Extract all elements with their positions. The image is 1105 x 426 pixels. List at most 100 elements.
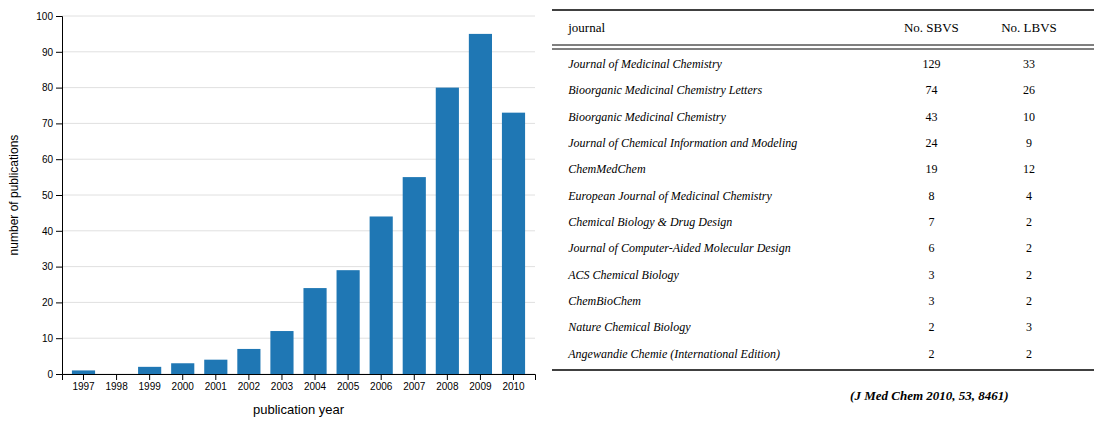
tick-mark: [56, 16, 62, 17]
tick-mark: [182, 374, 183, 380]
bar: [337, 270, 360, 374]
cell-value: 2: [1026, 215, 1032, 229]
tick: 2008: [436, 374, 459, 392]
bar: [105, 374, 128, 375]
tick-mark: [56, 123, 62, 124]
cell-value: 2: [1026, 347, 1032, 361]
tick: 2002: [238, 374, 261, 392]
tick: 1999: [139, 374, 162, 392]
tick-label: 1998: [105, 381, 128, 392]
grid-line: [62, 16, 535, 17]
tick-label: 2007: [403, 381, 426, 392]
cell-value: 7: [928, 215, 934, 229]
cell-value: 43: [925, 110, 937, 124]
tick-label: 1999: [139, 381, 162, 392]
tick-label: 60: [42, 154, 54, 165]
tick-label: 80: [42, 82, 54, 93]
tick-label: 70: [42, 118, 54, 129]
tick: 80: [42, 82, 62, 93]
cell-value: 2: [928, 320, 934, 334]
tick-mark: [281, 374, 282, 380]
bar-chart: 0 10 20 30 40 50 60 70 80 90 100 1997 1998 1999 2000 20…: [7, 11, 536, 417]
tick: 70: [42, 118, 62, 129]
row-label: ChemMedChem: [568, 162, 646, 176]
table-rule: [552, 49, 1094, 50]
y-axis: 0 10 20 30 40 50 60 70 80 90 100: [36, 11, 62, 380]
cell-value: 4: [1026, 189, 1032, 203]
tick-mark: [56, 338, 62, 339]
cell-value: 2: [928, 347, 934, 361]
tick: 2001: [205, 374, 228, 392]
grid-line: [62, 159, 535, 160]
cell-value: 9: [1026, 136, 1032, 150]
bar: [237, 349, 260, 374]
tick-mark: [149, 374, 150, 380]
tick-mark: [56, 52, 62, 53]
tick-mark: [56, 88, 62, 89]
bar: [72, 370, 95, 374]
tick-mark: [447, 374, 448, 380]
cell-value: 129: [922, 57, 940, 71]
cell-value: 3: [928, 268, 934, 282]
tick: 2010: [502, 374, 525, 392]
tick: 2000: [172, 374, 195, 392]
tick-mark: [56, 267, 62, 268]
cell-value: 12: [1023, 162, 1035, 176]
tick-label: 100: [36, 11, 53, 22]
row-label: ChemBioChem: [568, 294, 641, 308]
tick-mark: [248, 374, 249, 380]
tick: 2007: [403, 374, 426, 392]
tick-label: 2004: [304, 381, 327, 392]
row-label: ACS Chemical Biology: [567, 268, 679, 282]
tick-label: 2003: [271, 381, 294, 392]
tick-label: 2002: [238, 381, 261, 392]
tick-mark: [116, 374, 117, 380]
tick-label: 2010: [502, 381, 525, 392]
tick-mark: [56, 159, 62, 160]
tick: 0: [47, 369, 62, 380]
grid-line: [62, 123, 535, 124]
tick-label: 40: [42, 226, 54, 237]
tick-mark: [513, 374, 514, 380]
row-label: Angewandie Chemie (International Edition…: [567, 347, 780, 361]
grid-line: [62, 302, 535, 303]
row-label: Journal of Chemical Information and Mode…: [568, 136, 797, 150]
bar: [171, 363, 194, 374]
tick: 50: [42, 190, 62, 201]
bar: [469, 34, 492, 374]
tick-label: 90: [42, 47, 54, 58]
tick-label: 0: [47, 369, 53, 380]
tick-label: 2000: [172, 381, 195, 392]
cell-value: 74: [925, 83, 937, 97]
cell-value: 24: [925, 136, 937, 150]
tick: 1997: [72, 374, 95, 392]
tick-mark: [381, 374, 382, 380]
tick-mark: [480, 374, 481, 380]
grid: [62, 16, 535, 374]
tick-mark: [215, 374, 216, 380]
tick: 60: [42, 154, 62, 165]
row-label: Journal of Computer-Aided Molecular Desi…: [568, 241, 790, 255]
bar: [138, 367, 161, 374]
tick: 40: [42, 226, 62, 237]
column-header: No. SBVS: [904, 20, 959, 35]
tick-label: 2009: [469, 381, 492, 392]
cell-value: 19: [925, 162, 937, 176]
axis-line: [56, 17, 63, 375]
bar: [204, 360, 227, 374]
tick-label: 10: [42, 333, 54, 344]
column-header: journal: [567, 20, 605, 35]
bar: [436, 88, 459, 374]
tick: 20: [42, 297, 62, 308]
table-rule: [552, 45, 1094, 46]
x-axis: 1997199819992000200120022003200420052006…: [63, 374, 536, 392]
cell-value: 26: [1023, 83, 1035, 97]
tick-label: 30: [42, 261, 54, 272]
axis-line: [63, 375, 536, 381]
chart-canvas: 0102030405060708090100199719981999200020…: [0, 0, 1105, 426]
x-axis-label: publication year: [253, 402, 345, 417]
tick-label: 50: [42, 190, 54, 201]
tick: 1998: [105, 374, 128, 392]
cell-value: 2: [1026, 241, 1032, 255]
row-label: Nature Chemical Biology: [567, 320, 691, 334]
